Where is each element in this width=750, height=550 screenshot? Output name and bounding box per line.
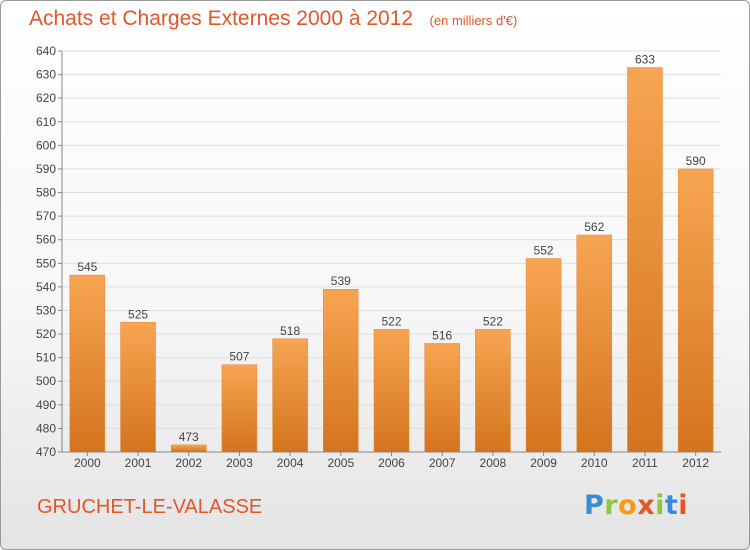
logo-letter: P [584, 490, 605, 521]
logo-letter: o [618, 490, 638, 521]
y-tick-label: 520 [36, 327, 56, 341]
logo-letter: r [604, 490, 619, 521]
x-tick-label: 2009 [530, 456, 557, 470]
y-tick-label: 620 [36, 91, 56, 105]
y-tick-label: 630 [36, 68, 56, 82]
data-label: 545 [77, 260, 97, 274]
y-tick-label: 470 [36, 445, 56, 459]
x-tick-label: 2010 [581, 456, 608, 470]
x-tick-label: 2001 [125, 456, 152, 470]
logo-letter: i [655, 490, 665, 521]
data-label: 473 [179, 430, 199, 444]
y-tick-label: 590 [36, 162, 56, 176]
bar [627, 67, 663, 453]
data-label: 518 [280, 324, 300, 338]
logo-letter: i [678, 490, 689, 521]
y-tick-label: 540 [36, 280, 56, 294]
x-tick-label: 2000 [74, 456, 101, 470]
x-tick-label: 2005 [327, 456, 354, 470]
y-axis-ticks: 470 480 490 500 510 520 530 540 550 560 570 580 590 6… [36, 44, 62, 459]
data-label: 522 [483, 314, 503, 328]
y-tick-label: 550 [36, 256, 56, 270]
proxiti-logo: Proxiti [584, 490, 688, 521]
y-tick-label: 490 [36, 398, 56, 412]
bar [69, 274, 106, 453]
y-tick-label: 580 [36, 186, 56, 200]
x-axis-ticks: 2000 2001 2002 2003 2004 2005 2006 2007 2008 2009… [74, 452, 709, 470]
commune-name: GRUCHET-LE-VALASSE [37, 496, 263, 518]
x-tick-label: 2006 [378, 456, 405, 470]
bar [323, 288, 359, 453]
y-tick-label: 600 [36, 138, 56, 152]
data-label: 552 [534, 244, 554, 258]
y-tick-label: 530 [36, 303, 56, 317]
bar [120, 322, 156, 453]
data-label: 590 [686, 154, 706, 168]
bar [576, 234, 613, 453]
x-tick-label: 2003 [226, 456, 253, 470]
y-tick-label: 510 [36, 351, 56, 365]
title-row: Achats et Charges Externes 2000 à 2012 (… [29, 7, 517, 31]
data-label: 539 [331, 274, 351, 288]
y-tick-label: 560 [36, 233, 56, 247]
bar [221, 364, 258, 453]
bar [272, 338, 308, 453]
y-tick-label: 610 [36, 115, 56, 129]
y-tick-label: 500 [36, 374, 56, 388]
logo-letter: t [664, 490, 679, 521]
x-tick-label: 2007 [429, 456, 456, 470]
chart-title: Achats et Charges Externes 2000 à 2012 [29, 7, 414, 30]
data-label: 522 [381, 314, 401, 328]
bar [170, 444, 207, 453]
axes [61, 51, 721, 453]
y-tick-label: 640 [36, 44, 56, 58]
y-tick-label: 570 [36, 209, 56, 223]
data-label: 633 [635, 53, 655, 67]
data-label: 507 [229, 350, 249, 364]
bar [525, 258, 562, 453]
x-tick-label: 2012 [682, 456, 709, 470]
data-label: 562 [584, 220, 604, 234]
bar [373, 329, 410, 453]
chart-subtitle: (en milliers d'€) [429, 13, 518, 28]
x-tick-label: 2002 [175, 456, 202, 470]
x-tick-label: 2008 [480, 456, 507, 470]
x-tick-label: 2004 [277, 456, 304, 470]
x-tick-label: 2011 [632, 456, 658, 470]
data-label: 525 [128, 307, 148, 321]
bar [677, 168, 714, 453]
y-tick-label: 480 [36, 421, 56, 435]
bar [475, 329, 511, 453]
bar [424, 343, 460, 453]
logo-letter: x [637, 490, 656, 521]
bars [69, 67, 714, 453]
data-label: 516 [432, 328, 452, 342]
data-labels: 545 525 473 507 518 539 522 516 522 552 562 633 590 [77, 53, 706, 444]
